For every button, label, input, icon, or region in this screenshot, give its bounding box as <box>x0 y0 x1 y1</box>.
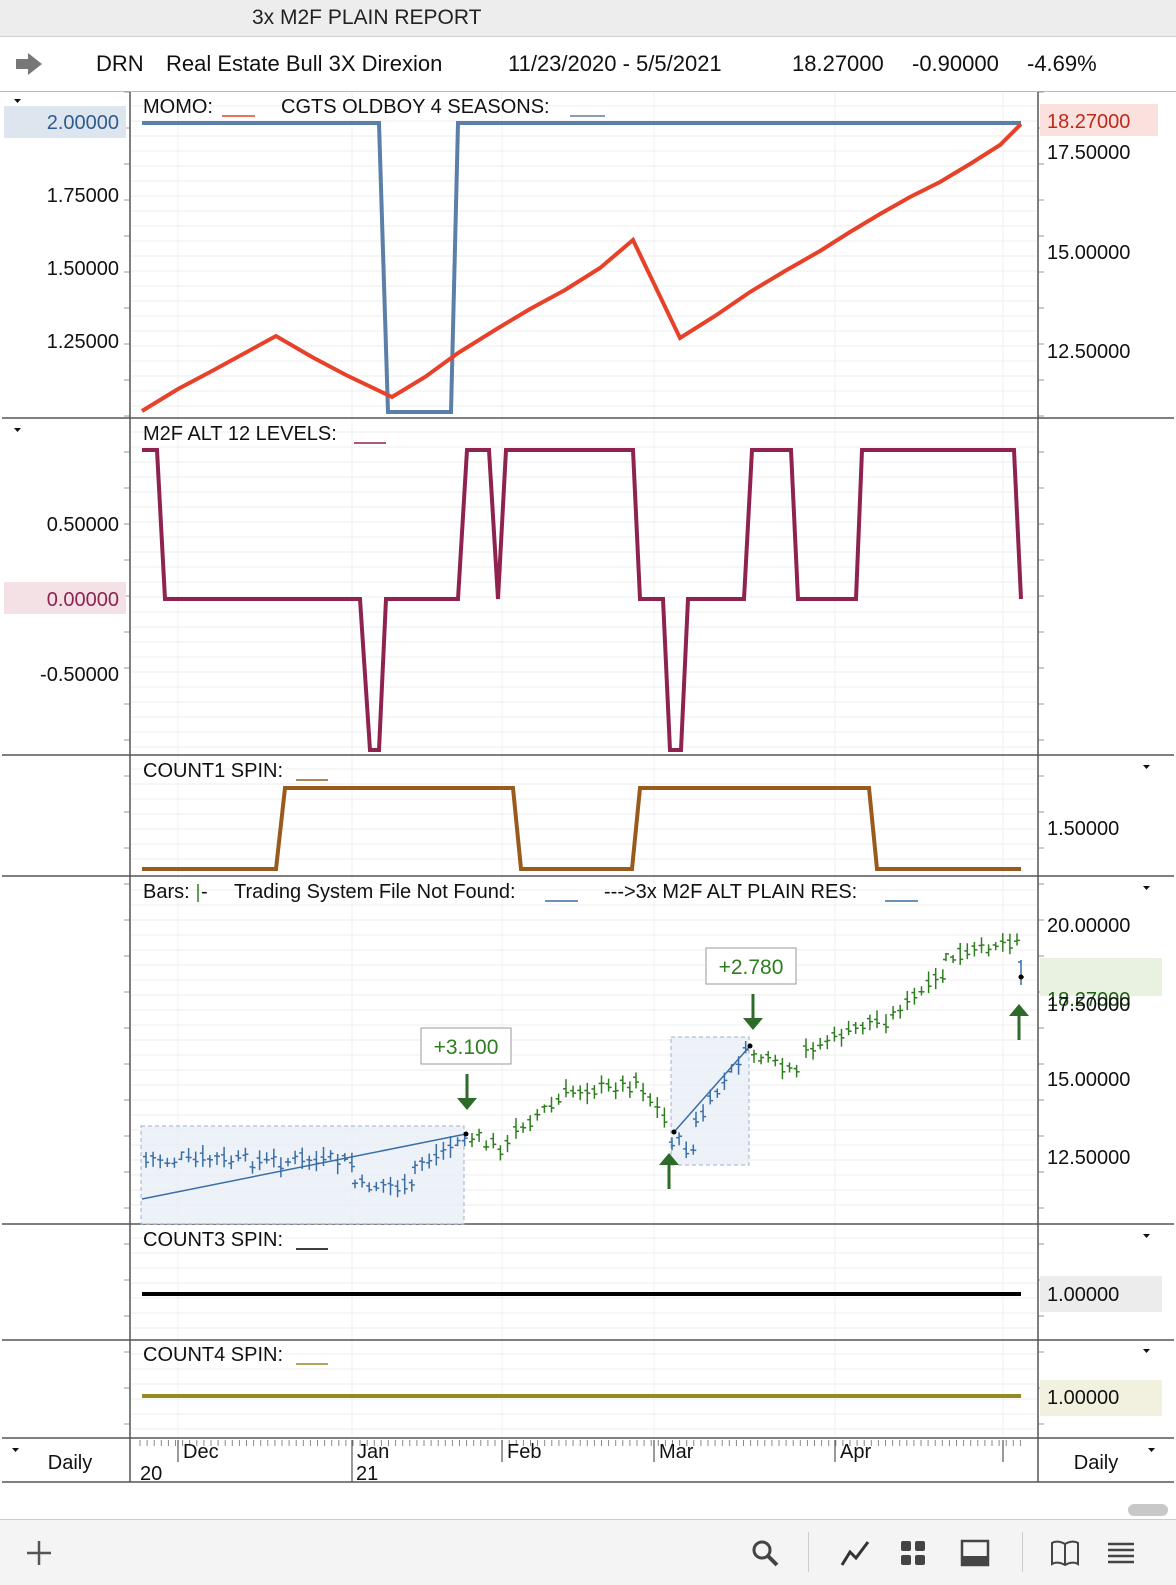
title-bar: 3x M2F PLAIN REPORT <box>0 0 1176 37</box>
sell-arrow-icon <box>743 994 763 1030</box>
count4-label: COUNT4 SPIN: <box>143 1344 283 1366</box>
bars-tick-4: 15.00000 <box>1047 1069 1130 1091</box>
bars-tick-3: 17.50000 <box>1047 994 1130 1016</box>
trade1-profit: +3.100 <box>434 1036 499 1059</box>
year-21: 21 <box>356 1463 378 1485</box>
search-icon[interactable] <box>750 1538 780 1568</box>
m2f-tick-3: -0.50000 <box>40 664 119 686</box>
sell-arrow-icon <box>457 1074 477 1110</box>
period-right-menu-icon[interactable] <box>1148 1448 1155 1452</box>
right-tick-1: 18.27000 <box>1047 111 1130 133</box>
last-price-badge <box>1040 958 1162 996</box>
svg-text:-: - <box>201 881 208 903</box>
trade2-profit-box <box>705 947 797 985</box>
panel-icon[interactable] <box>960 1538 990 1568</box>
bottom-toolbar <box>0 1519 1176 1585</box>
horizontal-scrollbar[interactable] <box>1128 1504 1168 1516</box>
panel4-menu-icon[interactable] <box>1143 886 1150 890</box>
chart-line-icon[interactable] <box>840 1538 870 1568</box>
right-tick-2: 17.50000 <box>1047 142 1130 164</box>
trading-label: Trading System File Not Found: <box>234 881 516 903</box>
left-tick-2: 1.75000 <box>47 185 119 207</box>
year-20: 20 <box>140 1463 162 1485</box>
count4-tick: 1.00000 <box>1047 1387 1119 1409</box>
count3-label: COUNT3 SPIN: <box>143 1229 283 1251</box>
price-bars <box>143 933 1024 1198</box>
month-mar: Mar <box>659 1441 694 1463</box>
momo-series-line <box>140 122 1023 413</box>
panel2-menu-icon[interactable] <box>14 428 21 432</box>
panel1-menu-icon[interactable] <box>14 99 21 103</box>
bars-label: Bars: <box>143 881 190 903</box>
bars-tick-2: 18.27000 <box>1047 989 1130 1011</box>
chart-area[interactable]: MOMO: CGTS OLDBOY 4 SEASONS: 2.00000 1.7… <box>0 0 1176 1519</box>
date-range: 11/23/2020 - 5/5/2021 <box>508 51 722 76</box>
count3-tick: 1.00000 <box>1047 1284 1119 1306</box>
period-right[interactable]: Daily <box>1074 1452 1118 1474</box>
trade1-profit-box <box>420 1027 512 1065</box>
price-change-pct: -4.69% <box>1027 51 1097 76</box>
buy-arrow-icon <box>1009 1004 1029 1040</box>
last-price: 18.27000 <box>792 51 884 76</box>
zero-badge <box>4 582 126 614</box>
panel6-menu-icon[interactable] <box>1143 1349 1150 1353</box>
right-tick-3: 15.00000 <box>1047 242 1130 264</box>
count4-badge <box>1040 1380 1162 1416</box>
list-icon[interactable] <box>1106 1538 1136 1568</box>
month-feb: Feb <box>507 1441 541 1463</box>
left-tick-4: 1.25000 <box>47 331 119 353</box>
month-jan: Jan <box>357 1441 389 1463</box>
right-tick-4: 12.50000 <box>1047 341 1130 363</box>
price-change: -0.90000 <box>912 51 999 76</box>
panel5-menu-icon[interactable] <box>1143 1234 1150 1238</box>
trade2-profit: +2.780 <box>719 956 784 979</box>
symbol: DRN <box>96 51 144 76</box>
count3-badge <box>1040 1276 1162 1312</box>
symbol-header: DRN Real Estate Bull 3X Direxion 11/23/2… <box>0 37 1176 92</box>
month-dec: Dec <box>183 1441 219 1463</box>
month-apr: Apr <box>840 1441 871 1463</box>
bars-tick-1: 20.00000 <box>1047 915 1130 937</box>
arrow-right-icon[interactable] <box>14 51 44 77</box>
cgts-label: CGTS OLDBOY 4 SEASONS: <box>281 96 550 118</box>
book-icon[interactable] <box>1050 1538 1080 1568</box>
m2f-tick-1: 0.50000 <box>47 514 119 536</box>
m2f-series-line <box>142 448 1023 752</box>
grid-icon[interactable] <box>898 1538 928 1568</box>
window-title: 3x M2F PLAIN REPORT <box>252 6 482 29</box>
period-left-menu-icon[interactable] <box>12 1448 19 1452</box>
trade2-line <box>673 1045 751 1133</box>
trade1-line <box>141 1133 467 1200</box>
buy-arrow-icon <box>659 1153 679 1189</box>
trade1-box <box>140 1125 465 1225</box>
count1-tick: 1.50000 <box>1047 818 1119 840</box>
momo-label: MOMO: <box>143 96 213 118</box>
bars-tick-5: 12.50000 <box>1047 1147 1130 1169</box>
add-icon[interactable] <box>24 1538 54 1568</box>
count1-series-line <box>142 786 1021 871</box>
right-price-badge <box>1040 104 1158 136</box>
cgts-series-line <box>142 121 1021 414</box>
m2f-label: M2F ALT 12 LEVELS: <box>143 423 337 445</box>
panel3-menu-icon[interactable] <box>1143 765 1150 769</box>
res-label: --->3x M2F ALT PLAIN RES: <box>604 881 857 903</box>
left-tick-1: 2.00000 <box>47 112 119 134</box>
left-tick-3: 1.50000 <box>47 258 119 280</box>
count1-label: COUNT1 SPIN: <box>143 760 283 782</box>
period-left[interactable]: Daily <box>48 1452 92 1474</box>
m2f-tick-2: 0.00000 <box>47 589 119 611</box>
left-price-badge <box>4 106 126 138</box>
symbol-name: Real Estate Bull 3X Direxion <box>166 51 443 76</box>
